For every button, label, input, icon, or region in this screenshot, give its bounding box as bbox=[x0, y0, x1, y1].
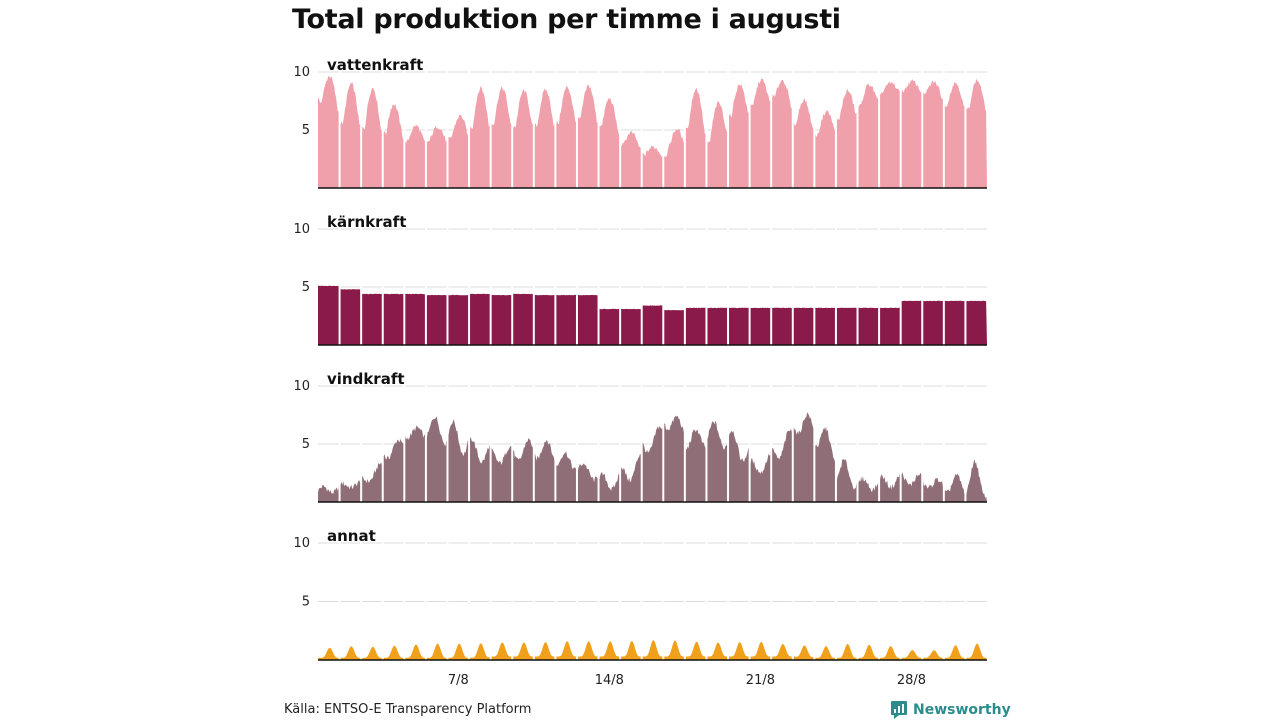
series-area-vattenkraft bbox=[318, 75, 987, 188]
series-area-kärnkraft bbox=[318, 285, 987, 345]
y-tick-label: 5 bbox=[302, 280, 310, 295]
panel-label-vindkraft: vindkraft bbox=[327, 370, 405, 388]
source-note: Källa: ENTSO-E Transparency Platform bbox=[284, 702, 532, 717]
panel-label-annat: annat bbox=[327, 527, 376, 545]
y-tick-label: 5 bbox=[302, 595, 310, 610]
x-tick-label: 28/8 bbox=[897, 673, 926, 688]
brand-logo: Newsworthy bbox=[890, 699, 1011, 721]
y-tick-label: 5 bbox=[302, 437, 310, 452]
series-area-annat bbox=[318, 640, 987, 660]
panel-kärnkraft: 5 10 kärnkraft bbox=[293, 213, 987, 346]
newsworthy-logo-icon bbox=[891, 701, 907, 719]
y-tick-label: 5 bbox=[302, 123, 310, 138]
panel-label-vattenkraft: vattenkraft bbox=[327, 56, 423, 74]
panel-vattenkraft: 5 10 vattenkraft bbox=[293, 56, 987, 189]
chart-title: Total produktion per timme i augusti bbox=[292, 4, 841, 35]
x-tick-label: 7/8 bbox=[448, 673, 469, 688]
y-tick-label: 10 bbox=[293, 536, 310, 551]
x-tick-label: 21/8 bbox=[746, 673, 775, 688]
series-area-vindkraft bbox=[318, 412, 987, 502]
y-tick-label: 10 bbox=[293, 65, 310, 80]
y-tick-label: 10 bbox=[293, 379, 310, 394]
panel-annat: 5 10 annat bbox=[293, 527, 987, 661]
panel-vindkraft: 5 10 vindkraft bbox=[293, 370, 987, 503]
y-tick-label: 10 bbox=[293, 222, 310, 237]
panel-label-kärnkraft: kärnkraft bbox=[327, 213, 406, 231]
brand-name: Newsworthy bbox=[913, 702, 1011, 718]
x-tick-label: 14/8 bbox=[595, 673, 624, 688]
